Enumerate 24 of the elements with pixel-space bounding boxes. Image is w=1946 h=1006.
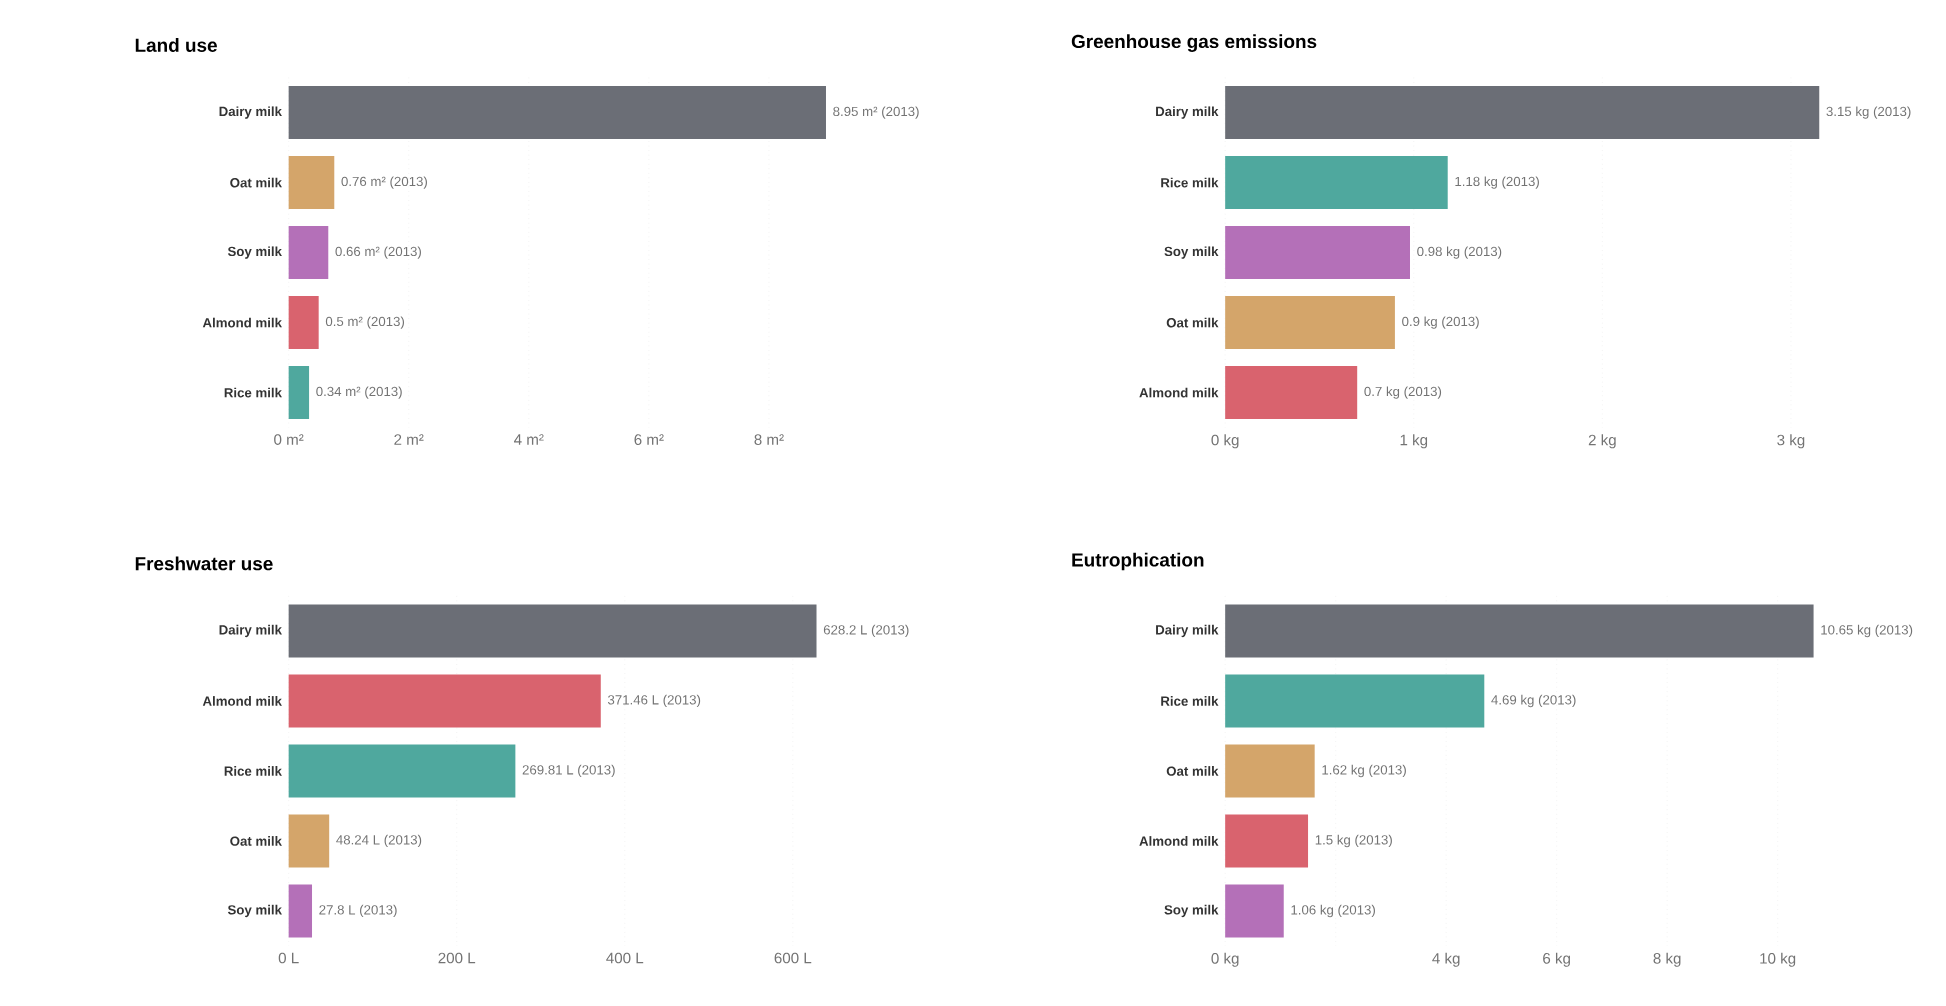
bar bbox=[1225, 85, 1820, 139]
bar bbox=[1225, 295, 1395, 349]
bar bbox=[1225, 884, 1284, 938]
bar bbox=[288, 674, 601, 728]
bar bbox=[288, 85, 826, 139]
bar bbox=[1225, 225, 1410, 279]
bar bbox=[288, 295, 319, 349]
bar bbox=[1225, 155, 1448, 209]
bar bbox=[288, 814, 330, 868]
bar bbox=[288, 744, 516, 798]
chart-title: Land use bbox=[135, 37, 217, 52]
bar bbox=[1225, 744, 1315, 798]
bar bbox=[1225, 814, 1309, 868]
bar bbox=[288, 884, 313, 938]
chart-title: Greenhouse gas emissions bbox=[1071, 33, 1317, 52]
bar bbox=[1225, 674, 1485, 728]
bar bbox=[1225, 604, 1814, 658]
bar bbox=[288, 604, 817, 658]
bar bbox=[288, 155, 335, 209]
chart-title: Freshwater use bbox=[135, 556, 273, 571]
bar bbox=[288, 225, 329, 279]
chart-title: Eutrophication bbox=[1072, 552, 1204, 571]
bar bbox=[1225, 365, 1358, 419]
bar bbox=[288, 365, 310, 419]
